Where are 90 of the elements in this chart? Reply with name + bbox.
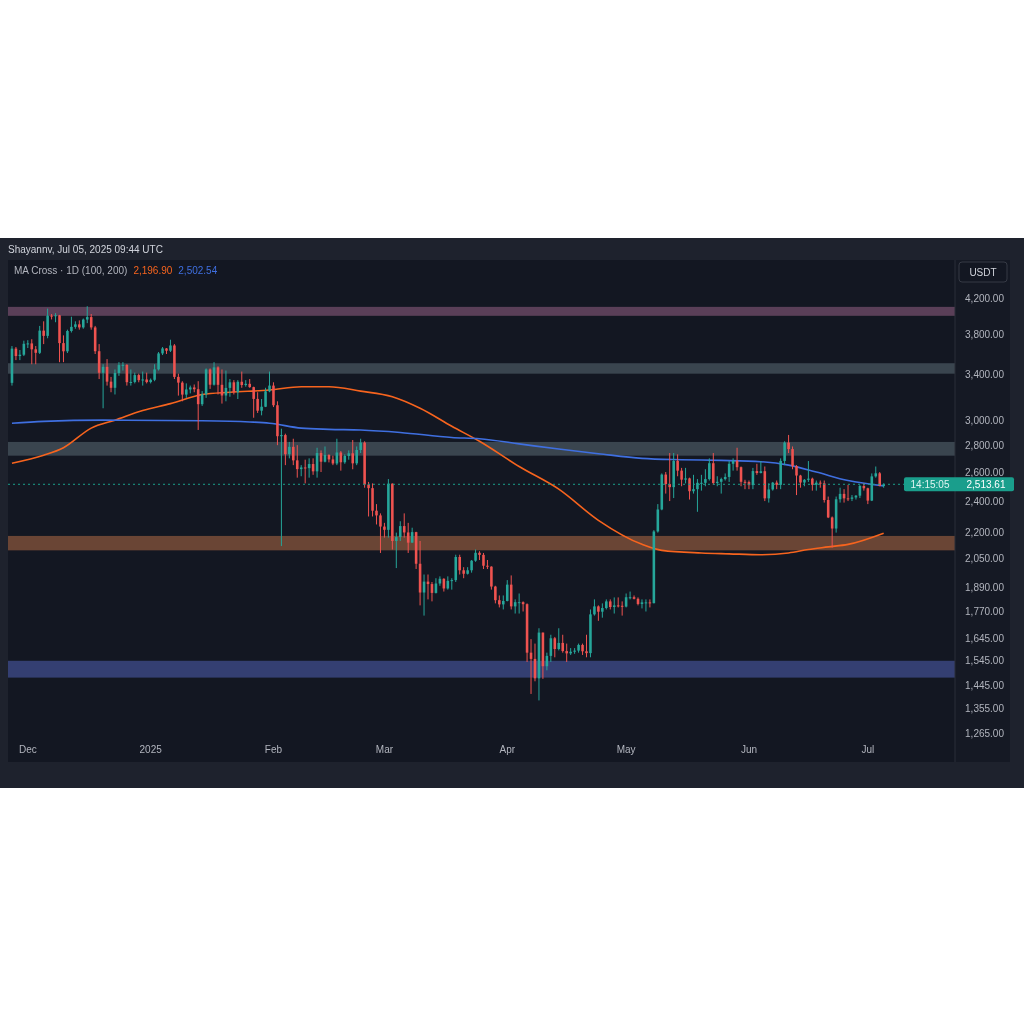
- y-tick-label: 3,800.00: [965, 328, 1005, 340]
- y-tick-label: 1,545.00: [965, 655, 1005, 667]
- candlestick: [708, 457, 711, 482]
- annotation: 2,502.54: [178, 265, 218, 276]
- y-tick-label: 3,000.00: [965, 414, 1005, 426]
- candlestick: [783, 440, 786, 466]
- candlestick: [42, 320, 45, 345]
- x-tick-label: Dec: [18, 744, 37, 755]
- annotation: 14:15:05: [910, 478, 950, 490]
- x-tick-label: May: [616, 744, 636, 755]
- candlestick: [141, 371, 145, 387]
- candlestick: [371, 482, 374, 517]
- y-tick-label: 1,355.00: [965, 702, 1005, 714]
- x-tick-label: Jul: [861, 744, 875, 755]
- candlestick: [712, 452, 715, 486]
- candlestick: [565, 643, 568, 663]
- candlestick: [295, 444, 299, 479]
- candlestick: [450, 577, 454, 591]
- candlestick: [46, 308, 49, 339]
- y-tick-label: 3,400.00: [965, 369, 1005, 381]
- candlestick: [664, 471, 668, 495]
- candlestick: [680, 467, 683, 487]
- candlestick: [280, 428, 283, 547]
- y-tick-label: 1,445.00: [965, 679, 1005, 691]
- candlestick: [252, 386, 255, 419]
- candlestick: [351, 439, 355, 470]
- candlestick: [458, 554, 461, 576]
- candlestick: [38, 325, 41, 355]
- chart-title: MA Cross · 1D (100, 200): [14, 265, 128, 276]
- line-series: [11, 385, 885, 556]
- candlestick: [676, 453, 679, 477]
- candlestick: [177, 373, 180, 397]
- candlestick: [850, 494, 854, 502]
- candlestick: [767, 482, 771, 504]
- candlestick: [30, 338, 34, 365]
- candlestick: [807, 460, 810, 483]
- x-tick-label: Mar: [375, 744, 394, 755]
- candlestick: [34, 345, 38, 365]
- y-tick-label: 2,600.00: [965, 466, 1005, 478]
- candlestick: [367, 481, 370, 517]
- y-tick-label: 2,050.00: [965, 552, 1005, 564]
- text: Shayannv, Jul 05, 2025 09:44 UTC: [8, 244, 163, 255]
- y-tick-label: 1,770.00: [965, 605, 1005, 617]
- x-tick-label: Jun: [740, 744, 758, 755]
- candlestick: [256, 391, 259, 414]
- candlestick: [157, 351, 160, 372]
- candlestick: [375, 503, 378, 525]
- text: USDT: [969, 267, 997, 278]
- y-tick-label: 2,800.00: [965, 439, 1005, 451]
- candlestick: [398, 520, 402, 542]
- x-tick-label: Feb: [264, 744, 283, 755]
- y-tick-label: 1,265.00: [965, 727, 1005, 739]
- candlestick: [62, 334, 65, 363]
- candlestick: [700, 474, 703, 492]
- candlestick: [490, 565, 493, 591]
- candlestick: [395, 532, 398, 569]
- candlestick: [509, 574, 513, 610]
- candlestick: [284, 433, 287, 466]
- candlestick: [454, 554, 458, 583]
- candlestick: [787, 434, 790, 454]
- candlestick: [715, 475, 719, 487]
- y-tick-label: 2,200.00: [965, 527, 1005, 539]
- candlestick: [557, 627, 561, 651]
- line-series: [11, 419, 885, 487]
- y-tick-label: 1,645.00: [965, 632, 1005, 644]
- candlestick: [640, 598, 644, 609]
- candlestick: [696, 478, 699, 513]
- y-tick-label: 2,400.00: [965, 495, 1005, 507]
- candlestick: [66, 329, 69, 354]
- candlestick: [268, 371, 271, 393]
- candlestick: [612, 596, 616, 615]
- y-tick-label: 1,890.00: [965, 582, 1005, 594]
- candlestick: [791, 445, 794, 470]
- candlestick: [272, 381, 275, 408]
- candlestick: [822, 480, 826, 504]
- candlestick: [692, 474, 695, 495]
- annotation: 2,196.90: [133, 265, 173, 276]
- candlestick: [379, 512, 382, 554]
- x-tick-label: 2025: [139, 744, 163, 755]
- y-tick-label: 4,200.00: [965, 292, 1005, 304]
- candlestick: [355, 445, 358, 466]
- candlestick: [779, 457, 782, 490]
- candlestick: [632, 594, 636, 600]
- x-tick-label: Apr: [499, 744, 516, 755]
- candlestick: [585, 634, 588, 658]
- candlestick: [181, 380, 184, 402]
- candlestick: [292, 438, 295, 466]
- candlestick: [795, 464, 798, 496]
- ref-line-label: 2,513.61: [966, 478, 1006, 490]
- candlestick: [402, 512, 406, 539]
